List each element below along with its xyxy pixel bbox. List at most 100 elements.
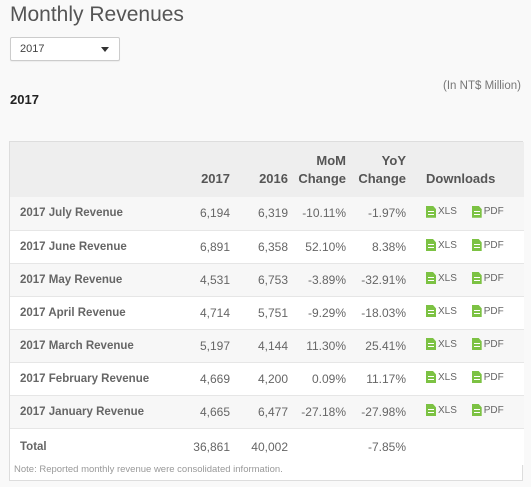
pdf-file-icon — [471, 205, 482, 218]
row-2017: 4,665 — [199, 404, 230, 419]
header-mom: MoM Change — [292, 142, 350, 197]
row-2017: 5,197 — [199, 338, 230, 353]
xls-label: XLS — [438, 305, 457, 317]
total-label: Total — [20, 440, 47, 453]
year-select-value: 2017 — [20, 43, 45, 55]
row-yoy: -1.97% — [367, 206, 406, 221]
pdf-download-link[interactable]: PDF — [471, 272, 504, 284]
xls-file-icon — [426, 272, 436, 284]
pdf-label: PDF — [483, 404, 504, 416]
row-2016: 6,358 — [257, 239, 288, 254]
row-2016: 6,753 — [257, 272, 288, 287]
row-2016: 4,144 — [257, 338, 288, 353]
row-downloads: XLS PDF — [410, 395, 524, 428]
row-2017: 6,194 — [199, 206, 230, 221]
header-yoy-line1: YoY — [381, 153, 406, 168]
row-2017: 4,531 — [199, 272, 230, 287]
table-row: 2017 March Revenue 5,197 4,144 11.30% 25… — [10, 329, 524, 362]
xls-label: XLS — [438, 338, 457, 350]
row-downloads: XLS PDF — [410, 197, 524, 230]
pdf-file-icon — [471, 239, 482, 251]
pdf-file-icon — [471, 272, 482, 284]
row-mom: -3.89% — [307, 272, 346, 287]
row-downloads: XLS PDF — [410, 296, 524, 329]
row-2016: 6,477 — [257, 404, 288, 419]
header-yoy: YoY Change — [350, 142, 410, 197]
pdf-label: PDF — [483, 239, 504, 251]
xls-label: XLS — [438, 272, 457, 284]
xls-label: XLS — [438, 404, 457, 416]
row-2017: 6,891 — [199, 239, 230, 254]
pdf-file-icon — [471, 305, 482, 317]
row-mom: -10.11% — [302, 206, 346, 221]
revenue-table: 2017 2016 MoM Change YoY Change Download… — [10, 142, 524, 465]
pdf-label: PDF — [483, 272, 504, 284]
footnote: Note: Reported monthly revenue were cons… — [14, 464, 283, 475]
row-label: 2017 January Revenue — [20, 405, 145, 418]
row-yoy: -18.03% — [361, 305, 406, 320]
row-mom: 52.10% — [305, 239, 346, 254]
row-downloads: XLS PDF — [410, 230, 524, 263]
xls-download-link[interactable]: XLS — [426, 239, 457, 251]
total-yoy: -7.85% — [367, 439, 406, 454]
row-mom: -27.18% — [301, 404, 346, 419]
xls-download-link[interactable]: XLS — [426, 338, 457, 350]
pdf-label: PDF — [483, 206, 504, 218]
table-row: 2017 February Revenue 4,669 4,200 0.09% … — [10, 362, 524, 395]
header-mom-line2: Change — [298, 171, 346, 186]
row-yoy: 8.38% — [371, 239, 406, 254]
row-label: 2017 February Revenue — [20, 372, 150, 385]
row-2016: 6,319 — [257, 206, 288, 221]
total-mom — [292, 428, 350, 465]
row-label: 2017 April Revenue — [20, 306, 126, 319]
row-mom: 0.09% — [311, 371, 346, 386]
total-downloads — [410, 428, 524, 465]
row-yoy: 11.17% — [366, 371, 406, 386]
xls-file-icon — [426, 404, 436, 416]
row-yoy: 25.41% — [365, 338, 406, 353]
table-row: 2017 April Revenue 4,714 5,751 -9.29% -1… — [10, 296, 524, 329]
pdf-download-link[interactable]: PDF — [471, 205, 504, 218]
row-yoy: -32.91% — [361, 272, 406, 287]
header-mom-line1: MoM — [316, 153, 346, 168]
xls-download-link[interactable]: XLS — [426, 205, 457, 218]
pdf-file-icon — [471, 404, 482, 416]
row-2017: 4,669 — [199, 371, 230, 386]
table-row: 2017 January Revenue 4,665 6,477 -27.18%… — [10, 395, 524, 428]
pdf-download-link[interactable]: PDF — [471, 338, 504, 350]
pdf-label: PDF — [483, 371, 504, 383]
row-downloads: XLS PDF — [410, 263, 524, 296]
chevron-down-icon — [101, 47, 109, 52]
row-downloads: XLS PDF — [410, 329, 524, 362]
header-2017: 2017 — [201, 171, 230, 186]
xls-file-icon — [426, 371, 436, 383]
pdf-label: PDF — [483, 338, 504, 350]
header-downloads: Downloads — [426, 171, 496, 186]
pdf-download-link[interactable]: PDF — [471, 371, 504, 383]
row-2017: 4,714 — [199, 305, 230, 320]
unit-note: (In NT$ Million) — [443, 80, 521, 92]
pdf-download-link[interactable]: PDF — [471, 404, 504, 416]
pdf-label: PDF — [483, 305, 504, 317]
xls-download-link[interactable]: XLS — [426, 305, 457, 317]
pdf-file-icon — [471, 338, 482, 350]
row-yoy: -27.98% — [361, 404, 406, 419]
xls-label: XLS — [438, 371, 457, 383]
table-header-row: 2017 2016 MoM Change YoY Change Download… — [10, 142, 524, 197]
revenue-table-container: 2017 2016 MoM Change YoY Change Download… — [9, 141, 524, 481]
year-select[interactable]: 2017 — [10, 37, 120, 61]
total-2016: 40,002 — [251, 439, 288, 454]
row-label: 2017 June Revenue — [20, 240, 127, 253]
pdf-download-link[interactable]: PDF — [471, 305, 504, 317]
xls-download-link[interactable]: XLS — [426, 272, 457, 284]
row-2016: 4,200 — [257, 371, 288, 386]
xls-download-link[interactable]: XLS — [426, 371, 457, 383]
header-label — [10, 142, 186, 197]
row-label: 2017 March Revenue — [20, 339, 134, 352]
pdf-download-link[interactable]: PDF — [471, 239, 504, 251]
xls-file-icon — [426, 239, 436, 251]
xls-download-link[interactable]: XLS — [426, 404, 457, 416]
row-label: 2017 May Revenue — [20, 273, 123, 286]
header-yoy-line2: Change — [358, 171, 406, 186]
table-row: 2017 May Revenue 4,531 6,753 -3.89% -32.… — [10, 263, 524, 296]
